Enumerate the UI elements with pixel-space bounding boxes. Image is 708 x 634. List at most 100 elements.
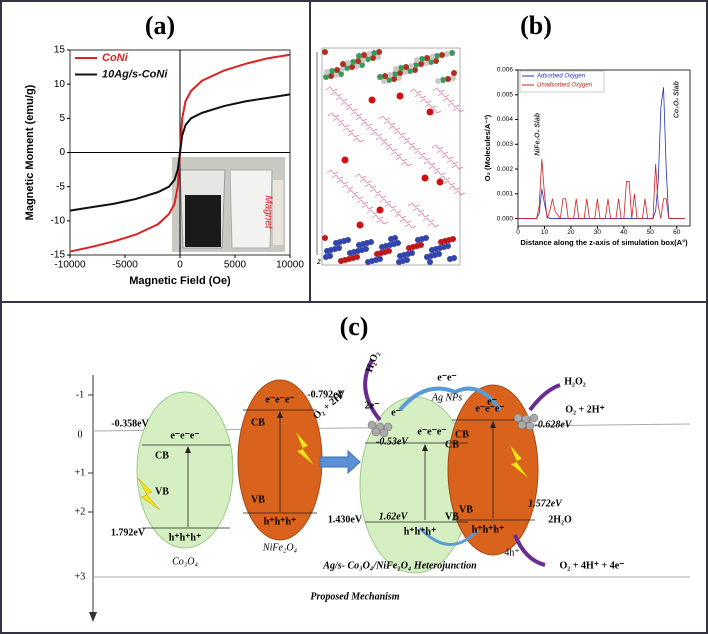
molecule	[379, 198, 392, 204]
molecule	[378, 115, 391, 121]
atom	[323, 74, 329, 80]
molecule	[419, 98, 432, 104]
atom	[338, 258, 344, 264]
y-tick-label: -15	[51, 250, 66, 261]
molecule	[443, 180, 456, 186]
atom	[324, 248, 330, 254]
label: e⁻e⁻	[437, 372, 456, 383]
molecule	[330, 91, 343, 97]
molecule	[341, 184, 354, 190]
molecule	[422, 217, 435, 223]
atom	[398, 65, 404, 71]
label: 1.572eV	[528, 498, 563, 509]
molecule	[354, 173, 367, 179]
atom	[365, 259, 371, 265]
panel-label: (c)	[340, 312, 369, 341]
atom	[324, 69, 330, 75]
label: 1.430eV	[328, 514, 363, 525]
molecule	[352, 137, 365, 143]
atom	[356, 242, 362, 248]
atom	[334, 67, 340, 73]
x-tick-label: 0	[177, 260, 183, 271]
atom	[374, 251, 380, 257]
plot-frame	[517, 69, 691, 227]
series-line	[69, 93, 291, 212]
atom	[391, 76, 397, 82]
molecule	[423, 160, 436, 166]
atom	[406, 245, 412, 251]
molecule	[355, 116, 368, 122]
molecule	[452, 107, 465, 113]
molecule	[427, 222, 440, 228]
atom	[382, 73, 388, 79]
molecule	[336, 179, 349, 185]
atom	[361, 52, 367, 58]
atom	[397, 253, 403, 259]
molecule	[433, 170, 446, 176]
atom	[322, 235, 328, 241]
molecule	[335, 96, 348, 102]
atom	[412, 67, 418, 73]
atom	[449, 50, 455, 56]
atom	[429, 247, 435, 253]
y-tick-label: 0.005	[497, 91, 514, 98]
x-tick-label: 10000	[276, 260, 304, 271]
y-tick-label: 10	[54, 79, 66, 90]
molecule	[407, 202, 420, 208]
molecule	[366, 209, 379, 215]
molecule	[393, 130, 406, 136]
label: -0.358eV	[111, 418, 149, 429]
atom	[396, 259, 402, 265]
legend-label: CoNi	[102, 52, 129, 64]
y-tick-label: 0.001	[497, 191, 514, 198]
molecule	[436, 149, 449, 155]
molecule	[448, 185, 461, 191]
y-tick-label: 5	[59, 113, 65, 124]
label: e⁻	[487, 396, 497, 407]
molecule	[408, 145, 421, 151]
molecule	[390, 151, 403, 157]
atom	[428, 59, 434, 65]
atom	[438, 239, 444, 245]
oxygen	[396, 92, 404, 100]
molecule	[398, 135, 411, 141]
label: VB	[251, 494, 265, 505]
atom	[366, 51, 372, 57]
molecule	[369, 188, 382, 194]
molecule	[376, 219, 389, 225]
label: e⁻e⁻e⁻	[475, 403, 504, 414]
y-tick-label: 0.006	[497, 67, 514, 74]
label: h⁺h⁺h⁺	[169, 532, 202, 543]
atom	[427, 259, 433, 265]
label: Ag NPs	[431, 392, 462, 403]
x-axis-label: Magnetic Field (Oe)	[129, 275, 231, 287]
label: H₂O₂	[364, 350, 382, 374]
energy-tick: +1	[75, 467, 86, 478]
molecule	[361, 204, 374, 210]
atom	[419, 56, 425, 62]
y-tick-label: 0.002	[497, 166, 514, 173]
label: -0.792eV	[307, 389, 345, 400]
atom	[434, 53, 440, 59]
label: 4h⁺	[504, 547, 519, 558]
atom	[450, 75, 456, 81]
molecule	[409, 88, 422, 94]
y-tick-label: -10	[51, 215, 66, 226]
atom	[407, 68, 413, 74]
oxygen	[356, 221, 364, 229]
atom	[377, 74, 383, 80]
atom	[403, 64, 409, 70]
label: h⁺h⁺h⁺	[404, 526, 437, 537]
atom	[350, 59, 356, 65]
molecule	[380, 141, 393, 147]
molecule	[399, 218, 412, 224]
molecule	[337, 122, 350, 128]
atom	[379, 244, 385, 250]
label: CB	[445, 439, 459, 450]
axis-letter: z	[316, 257, 321, 266]
atom	[349, 64, 355, 70]
oxygen	[376, 206, 384, 214]
y-tick-label: 0.000	[497, 215, 514, 222]
molecule	[417, 212, 430, 218]
